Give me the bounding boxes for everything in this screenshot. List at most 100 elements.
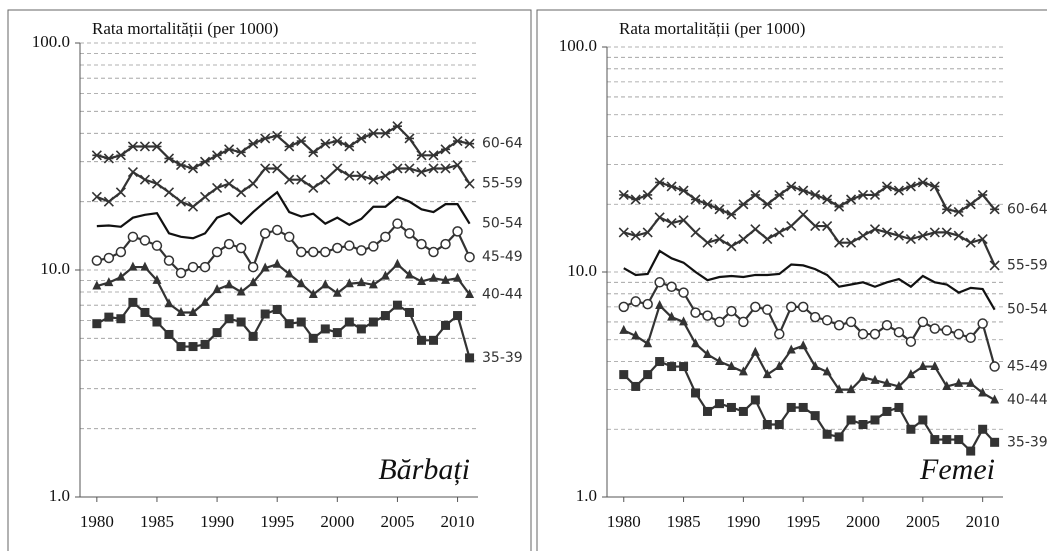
marker xyxy=(320,279,330,289)
marker xyxy=(893,326,905,338)
marker xyxy=(200,339,210,349)
marker xyxy=(954,435,964,445)
marker xyxy=(139,174,150,185)
marker xyxy=(344,317,354,327)
marker xyxy=(308,288,318,298)
marker xyxy=(941,325,953,336)
marker xyxy=(199,156,211,167)
marker xyxy=(332,287,342,297)
marker xyxy=(774,420,784,430)
marker xyxy=(139,141,150,152)
marker xyxy=(115,187,126,198)
marker xyxy=(798,340,808,350)
marker xyxy=(857,230,869,241)
marker xyxy=(260,163,271,174)
y-axis-label: Rata mortalității (per 1000) xyxy=(92,19,278,38)
marker xyxy=(115,246,127,258)
marker xyxy=(750,346,760,356)
marker xyxy=(918,361,928,371)
marker xyxy=(320,324,330,334)
marker xyxy=(164,329,174,339)
marker xyxy=(127,231,139,243)
marker xyxy=(738,199,749,210)
marker xyxy=(834,237,845,248)
marker xyxy=(774,189,785,201)
marker xyxy=(404,228,415,239)
series-label: 35-39 xyxy=(482,350,523,366)
marker xyxy=(774,361,784,371)
marker xyxy=(284,141,295,152)
marker xyxy=(464,138,475,149)
marker xyxy=(738,366,748,376)
marker xyxy=(104,277,114,287)
marker xyxy=(631,381,641,391)
marker xyxy=(822,429,832,439)
marker xyxy=(212,328,222,338)
marker xyxy=(810,221,821,232)
marker xyxy=(212,182,223,193)
marker xyxy=(356,324,366,334)
marker xyxy=(368,317,378,327)
marker xyxy=(91,191,102,202)
marker xyxy=(654,177,665,188)
marker xyxy=(655,299,665,309)
marker xyxy=(630,194,641,205)
series-label: 40-44 xyxy=(482,286,523,302)
marker xyxy=(236,147,247,158)
marker xyxy=(642,189,653,201)
marker xyxy=(392,163,403,174)
marker xyxy=(175,159,187,171)
marker xyxy=(726,305,737,317)
marker xyxy=(392,258,402,268)
y-tick-label: 1.0 xyxy=(576,486,597,505)
marker xyxy=(869,328,881,340)
marker xyxy=(308,246,319,258)
series-label: 45-49 xyxy=(482,249,523,265)
series-line xyxy=(623,249,996,311)
marker xyxy=(726,209,737,220)
marker xyxy=(404,163,415,174)
marker xyxy=(667,311,677,321)
marker xyxy=(929,227,940,238)
marker xyxy=(368,241,379,252)
marker xyxy=(440,144,451,155)
marker xyxy=(199,191,211,202)
marker xyxy=(893,185,904,196)
marker xyxy=(284,268,294,278)
marker xyxy=(643,370,653,380)
marker xyxy=(870,374,880,384)
series-line xyxy=(96,124,470,170)
marker xyxy=(918,415,928,425)
marker xyxy=(869,189,881,201)
marker xyxy=(881,181,893,192)
marker xyxy=(798,185,809,196)
marker xyxy=(272,304,282,314)
marker xyxy=(714,356,724,366)
marker xyxy=(247,261,259,273)
marker xyxy=(429,335,439,345)
panel: 1.0 10.0 100.0 1980 1985 1990 1995 2000 2005 2010… xyxy=(32,19,523,531)
marker xyxy=(380,170,391,181)
x-tick-label: 1985 xyxy=(667,512,701,531)
marker xyxy=(380,231,391,243)
marker xyxy=(416,167,427,178)
marker xyxy=(822,366,832,376)
marker xyxy=(834,201,845,212)
marker xyxy=(786,221,797,232)
marker xyxy=(678,185,689,196)
marker xyxy=(762,420,772,430)
marker xyxy=(786,344,796,354)
marker xyxy=(906,424,916,434)
marker xyxy=(272,258,282,268)
marker xyxy=(690,227,701,238)
marker xyxy=(678,215,689,226)
marker xyxy=(942,380,952,390)
marker xyxy=(308,147,319,158)
marker xyxy=(452,159,463,171)
marker xyxy=(965,237,976,248)
marker xyxy=(679,316,689,326)
marker xyxy=(163,187,175,198)
x-tick-label: 1990 xyxy=(200,512,234,531)
marker xyxy=(702,406,712,416)
marker xyxy=(139,235,151,246)
